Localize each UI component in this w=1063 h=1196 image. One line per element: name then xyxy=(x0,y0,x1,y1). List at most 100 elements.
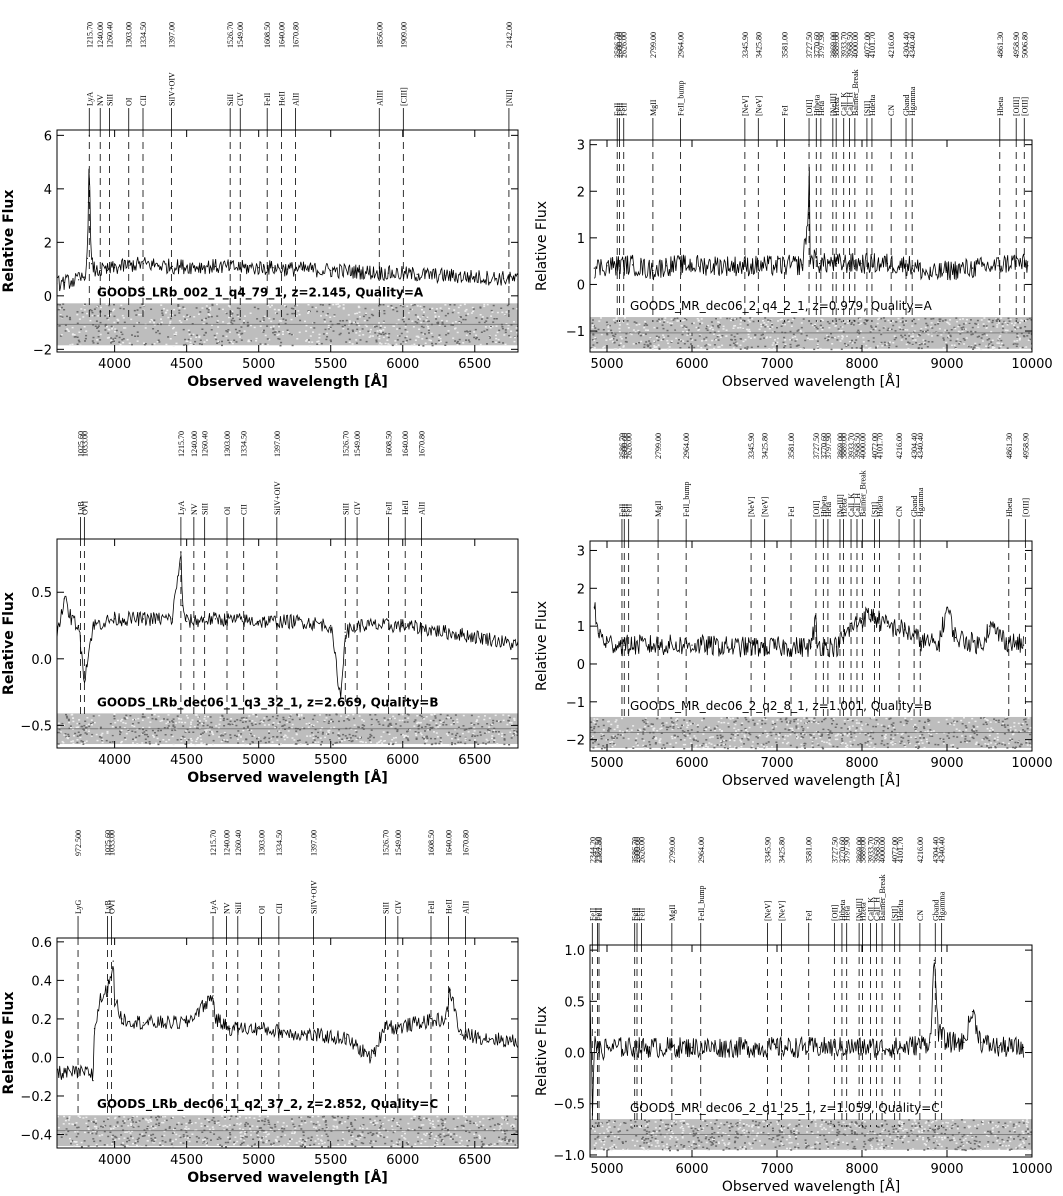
line-name-label: CIV xyxy=(394,900,403,914)
line-rest-label: 2964.00 xyxy=(682,433,691,459)
data-point xyxy=(1022,1046,1025,1048)
line-rest-label: 3345.90 xyxy=(764,837,773,863)
data-point xyxy=(971,267,974,269)
line-name-label: Balmer_Break xyxy=(851,69,860,116)
line-name-label: LyB xyxy=(76,501,85,515)
y-tick-label: 6 xyxy=(44,129,52,144)
data-point xyxy=(78,279,80,281)
data-point xyxy=(63,281,65,284)
line-rest-label: 1526.70 xyxy=(381,830,390,856)
line-name-label: SiIV+OIV xyxy=(167,72,176,106)
data-point xyxy=(912,265,914,267)
line-rest-label: 2626.00 xyxy=(638,837,647,863)
data-point xyxy=(78,624,80,627)
data-point xyxy=(597,1051,600,1054)
line-name-label: FeII xyxy=(620,102,629,116)
data-point xyxy=(1022,644,1025,646)
y-tick-label: −1 xyxy=(566,696,585,711)
line-name-label: [NeV] xyxy=(747,496,756,517)
line-rest-label: 2374.50 xyxy=(594,837,603,863)
data-point xyxy=(214,1018,217,1020)
data-point xyxy=(83,276,85,278)
data-point xyxy=(929,1041,931,1043)
y-tick-label: −1 xyxy=(566,325,585,340)
line-rest-label: 4072.00 xyxy=(870,433,879,459)
line-rest-label: 3581.00 xyxy=(780,32,789,58)
data-point xyxy=(1014,260,1016,262)
line-name-label: FeII xyxy=(638,907,647,921)
x-tick-label: 4000 xyxy=(98,753,131,768)
line-rest-label: 3889.00 xyxy=(839,433,848,459)
x-tick-label: 6000 xyxy=(675,756,708,771)
line-rest-label: 1670.80 xyxy=(462,830,471,856)
data-point xyxy=(70,280,72,282)
y-axis-label: Relative Flux xyxy=(1,592,17,695)
data-point xyxy=(70,618,72,620)
line-name-label: FeII xyxy=(613,102,622,116)
line-name-label: CN xyxy=(916,910,925,921)
data-point xyxy=(212,995,214,997)
data-point xyxy=(142,1022,144,1024)
data-point xyxy=(330,269,332,271)
data-point xyxy=(816,644,818,646)
line-name-label: [OIII] xyxy=(1020,97,1029,116)
x-tick-label: 8000 xyxy=(845,1162,878,1177)
y-tick-label: 3 xyxy=(577,544,585,559)
line-rest-label: 4340.40 xyxy=(916,433,925,459)
spectrum-trace xyxy=(593,602,1024,658)
x-tick-label: 4000 xyxy=(98,357,131,372)
line-name-label: FeII xyxy=(618,503,627,517)
line-name-label: HeII xyxy=(277,91,286,106)
data-point xyxy=(903,1046,906,1048)
data-point xyxy=(691,264,693,266)
data-point xyxy=(258,267,260,269)
data-point xyxy=(112,960,114,962)
y-tick-label: 2 xyxy=(44,236,52,251)
y-axis-label: Relative Flux xyxy=(1,992,17,1095)
data-point xyxy=(83,678,85,680)
line-rest-label: 4304.40 xyxy=(931,837,940,863)
data-point xyxy=(121,1018,123,1020)
line-name-label: SiII xyxy=(226,94,235,106)
line-name-label: CN xyxy=(887,105,896,116)
line-rest-label: 4861.30 xyxy=(996,32,1005,58)
line-name-label: [SII] xyxy=(863,101,872,116)
line-rest-label: 1334.50 xyxy=(240,431,249,457)
data-point xyxy=(92,1080,94,1082)
line-rest-label: 2586.70 xyxy=(618,433,627,459)
line-name-label: OVI xyxy=(80,500,89,515)
data-point xyxy=(86,257,88,259)
line-name-label: CII xyxy=(240,504,249,515)
data-point xyxy=(776,265,778,267)
data-point xyxy=(818,262,821,265)
y-tick-label: 1.0 xyxy=(564,944,585,959)
line-name-label: FeII_bump xyxy=(682,481,691,517)
line-rest-label: 4072.00 xyxy=(863,32,872,58)
spectrum-trace xyxy=(57,555,518,699)
data-point xyxy=(358,624,361,627)
line-rest-label: 3770.60 xyxy=(812,32,821,58)
x-tick-label: 5000 xyxy=(242,1153,275,1168)
data-point xyxy=(594,1031,596,1033)
data-point xyxy=(946,1041,948,1043)
line-rest-label: 1240.00 xyxy=(222,830,231,856)
x-tick-label: 6500 xyxy=(458,357,491,372)
line-rest-label: 3869.00 xyxy=(855,837,864,863)
y-tick-label: −0.5 xyxy=(553,1098,585,1113)
line-name-label: [NeV] xyxy=(764,900,773,921)
data-point xyxy=(652,269,654,272)
spectrum-2d-strip xyxy=(590,716,1032,750)
line-rest-label: 1303.00 xyxy=(257,830,266,856)
line-name-label: SiII xyxy=(381,902,390,914)
data-point xyxy=(370,1056,372,1058)
data-point xyxy=(903,629,906,631)
line-rest-label: 2964.00 xyxy=(697,837,706,863)
plot-frame xyxy=(56,937,519,1149)
line-name-label: Hbeta xyxy=(996,96,1005,116)
data-point xyxy=(809,255,811,258)
data-point xyxy=(733,1046,736,1048)
data-point xyxy=(142,263,144,265)
data-point xyxy=(229,1028,231,1030)
data-point xyxy=(980,644,982,646)
